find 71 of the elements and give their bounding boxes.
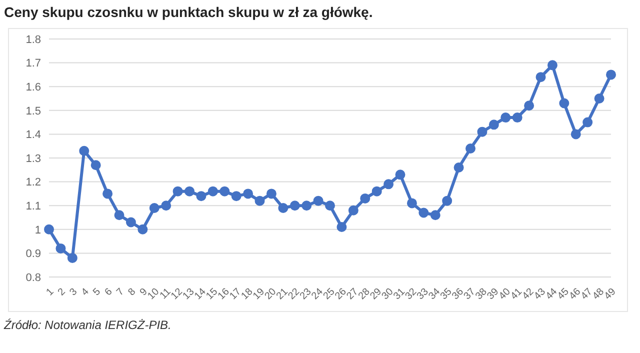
point <box>325 200 335 211</box>
point <box>406 198 417 208</box>
x-tick-label: 6 <box>102 286 115 298</box>
point <box>184 186 194 196</box>
point <box>278 202 288 213</box>
point <box>56 243 66 254</box>
x-tick-label: 10 <box>146 286 162 302</box>
point <box>254 196 265 206</box>
point <box>231 191 242 202</box>
point <box>430 210 440 220</box>
point <box>418 208 429 218</box>
point <box>395 170 406 180</box>
point <box>360 193 370 204</box>
x-tick-label: 7 <box>114 286 127 298</box>
point <box>384 179 394 190</box>
x-tick-label: 8 <box>126 286 138 298</box>
point <box>536 72 546 82</box>
point <box>559 98 570 108</box>
y-tick-label: 1.1 <box>26 200 41 213</box>
point <box>172 186 183 196</box>
point <box>594 94 604 104</box>
point <box>161 200 172 211</box>
point <box>302 200 312 211</box>
point <box>454 162 464 173</box>
y-tick-label: 1.8 <box>26 34 41 46</box>
point <box>547 60 558 70</box>
x-tick-label: 1 <box>44 286 56 298</box>
text: Źródło: Notowania IERIGŻ-PIB. <box>4 318 172 332</box>
point <box>348 205 358 216</box>
point <box>196 191 206 202</box>
y-tick-label: 1.6 <box>26 82 41 94</box>
x-tick-label: 2 <box>56 286 68 298</box>
point <box>138 224 148 234</box>
point <box>126 217 136 228</box>
point <box>582 117 593 128</box>
y-tick-label: 0.9 <box>26 248 41 260</box>
point <box>266 188 276 199</box>
y-tick-label: 1.3 <box>26 152 41 165</box>
point <box>466 143 476 154</box>
point <box>208 186 218 196</box>
point <box>477 126 488 137</box>
y-tick-label: 1.7 <box>26 58 41 70</box>
x-tick-label: 4 <box>80 286 92 298</box>
point <box>442 196 452 206</box>
x-tick-label: 5 <box>91 286 104 298</box>
y-tick-label: 1.5 <box>26 105 41 118</box>
point <box>570 129 581 140</box>
point <box>67 252 78 263</box>
chart-title: Ceny skupu czosnku w punktach skupu w zł za główkę. <box>4 4 374 20</box>
point <box>500 112 511 123</box>
point <box>313 196 324 206</box>
point <box>90 160 101 170</box>
point <box>488 120 499 130</box>
point <box>524 100 534 111</box>
point <box>79 146 90 156</box>
point <box>336 222 347 232</box>
point <box>44 224 54 234</box>
x-tick-label: 3 <box>68 286 80 298</box>
point <box>512 112 522 123</box>
y-tick-label: 1 <box>34 224 41 236</box>
point <box>114 210 124 220</box>
point <box>102 188 113 199</box>
point <box>220 186 230 196</box>
point <box>606 70 616 80</box>
y-tick-label: 1.4 <box>26 129 41 142</box>
y-tick-label: 0.8 <box>26 272 41 284</box>
point <box>372 186 382 196</box>
point <box>149 202 160 213</box>
point <box>290 200 300 211</box>
y-tick-label: 1.2 <box>26 176 41 189</box>
point <box>243 188 254 199</box>
